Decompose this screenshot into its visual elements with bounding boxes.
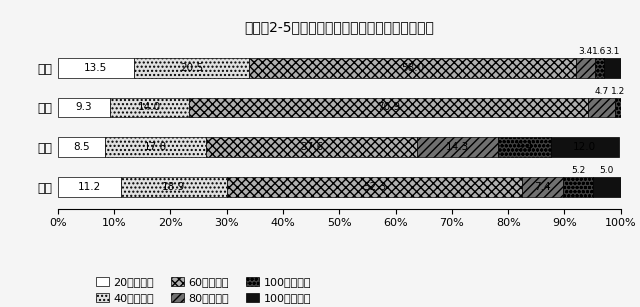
- Bar: [551, 137, 618, 157]
- Bar: [588, 98, 614, 117]
- Text: 37.6: 37.6: [300, 142, 323, 152]
- Bar: [58, 98, 110, 117]
- Text: 52.3: 52.3: [363, 182, 386, 192]
- Bar: [227, 177, 522, 197]
- Bar: [576, 58, 595, 78]
- Text: 4.7: 4.7: [595, 87, 609, 95]
- Text: 3.1: 3.1: [605, 47, 620, 56]
- Text: 18.9: 18.9: [163, 182, 186, 192]
- Text: 7.4: 7.4: [534, 182, 551, 192]
- Bar: [189, 98, 588, 117]
- Bar: [58, 177, 121, 197]
- Text: 20.5: 20.5: [180, 63, 203, 73]
- Bar: [417, 137, 498, 157]
- Bar: [498, 137, 551, 157]
- Text: 17.8: 17.8: [144, 142, 167, 152]
- Text: 1.6: 1.6: [592, 47, 607, 56]
- Bar: [563, 177, 593, 197]
- Bar: [58, 137, 106, 157]
- Text: 9.4: 9.4: [516, 142, 533, 152]
- Text: 13.5: 13.5: [84, 63, 108, 73]
- Text: 14.0: 14.0: [138, 103, 161, 112]
- Bar: [593, 177, 621, 197]
- Bar: [110, 98, 189, 117]
- Text: 8.5: 8.5: [73, 142, 90, 152]
- Text: 9.3: 9.3: [76, 103, 92, 112]
- Bar: [595, 58, 604, 78]
- Bar: [249, 58, 576, 78]
- Legend: 20万円未満, 40万円未満, 60万円未満, 80万円未満, 100万円未満, 100万円以上: 20万円未満, 40万円未満, 60万円未満, 80万円未満, 100万円未満,…: [92, 273, 316, 307]
- Bar: [604, 58, 621, 78]
- Text: 3.4: 3.4: [578, 47, 593, 56]
- Bar: [205, 137, 417, 157]
- Bar: [121, 177, 227, 197]
- Text: 5.2: 5.2: [571, 166, 585, 175]
- Bar: [106, 137, 205, 157]
- Bar: [134, 58, 249, 78]
- Text: 5.0: 5.0: [600, 166, 614, 175]
- Text: 70.9: 70.9: [377, 103, 400, 112]
- Text: 11.2: 11.2: [77, 182, 100, 192]
- Bar: [614, 98, 621, 117]
- Text: 1.2: 1.2: [611, 87, 625, 95]
- Bar: [522, 177, 563, 197]
- Text: 58.0: 58.0: [401, 63, 424, 73]
- Title: 【図表2-5】一年間の授業料総額（減免分含む）: 【図表2-5】一年間の授業料総額（減免分含む）: [244, 21, 434, 35]
- Bar: [58, 58, 134, 78]
- Text: 14.3: 14.3: [446, 142, 469, 152]
- Text: 12.0: 12.0: [573, 142, 596, 152]
